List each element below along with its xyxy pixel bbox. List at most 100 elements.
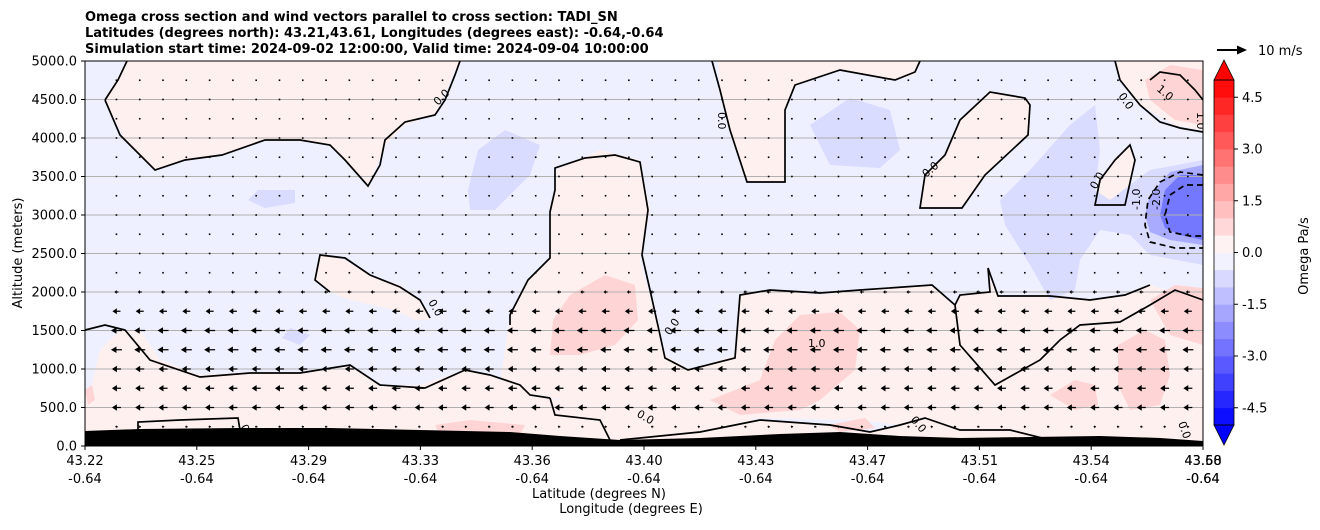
wind-vector	[1187, 79, 1189, 82]
wind-vector	[814, 271, 816, 274]
wind-vector	[138, 214, 141, 216]
wind-vector	[232, 98, 234, 101]
wind-vector	[464, 425, 468, 429]
wind-vector	[973, 365, 983, 373]
wind-vector	[1183, 365, 1193, 373]
wind-vector	[325, 137, 327, 139]
wind-vector	[1093, 137, 1096, 139]
wind-vector	[651, 79, 653, 82]
wind-vector	[511, 137, 514, 139]
wind-vector	[576, 327, 588, 334]
colorbar-level	[1214, 80, 1234, 98]
wind-vector	[232, 233, 234, 236]
blue-patch-right-strong	[1160, 175, 1203, 240]
wind-vector	[181, 365, 191, 373]
wind-vector	[1113, 385, 1123, 392]
wind-vector	[1000, 233, 1003, 236]
wind-vector	[860, 425, 864, 429]
wind-vector	[791, 156, 793, 159]
wind-vector	[884, 98, 886, 101]
wind-vector	[1093, 117, 1096, 120]
wind-vector	[1093, 252, 1096, 255]
wind-vector	[368, 365, 378, 373]
wind-vector	[1116, 425, 1120, 429]
y-tick-label: 4000.0	[32, 132, 78, 147]
wind-vector	[157, 327, 169, 334]
wind-vector	[739, 327, 751, 334]
wind-vector	[954, 252, 956, 255]
wind-vector	[646, 327, 658, 334]
wind-vector	[534, 137, 537, 139]
wind-vector	[157, 346, 169, 353]
positive-omega-regions	[85, 61, 1203, 446]
wind-vector	[767, 137, 770, 139]
wind-vector	[1046, 425, 1050, 429]
wind-vector	[1093, 194, 1096, 197]
wind-vector	[554, 385, 564, 392]
wind-vector	[907, 117, 910, 120]
wind-vector	[907, 214, 910, 216]
wind-vector	[278, 117, 281, 120]
wind-vector	[623, 327, 635, 334]
wind-vector	[301, 117, 304, 120]
wind-vector	[158, 385, 168, 392]
wind-vector	[251, 404, 261, 411]
wind-vector	[441, 117, 444, 120]
chart-title-line-2: Latitudes (degrees north): 43.21,43.61, …	[85, 26, 664, 41]
wind-vector	[1000, 252, 1003, 255]
wind-vector	[954, 233, 956, 236]
wind-vector	[348, 194, 351, 197]
wind-vector	[301, 156, 304, 159]
wind-vector	[977, 214, 980, 216]
wind-vector	[977, 79, 980, 82]
wind-vector	[348, 98, 351, 101]
wind-vector	[1187, 233, 1189, 236]
wind-vector	[115, 156, 118, 159]
wind-vector	[208, 194, 211, 197]
wind-vector	[1000, 98, 1003, 101]
wind-vector	[534, 175, 537, 178]
wind-vector	[488, 98, 490, 101]
wind-vector	[577, 385, 587, 392]
wind-vector	[884, 156, 886, 159]
x-tick-label-latitude: 43.36	[514, 454, 551, 469]
contour-negative-two	[1164, 184, 1203, 237]
wind-vector	[697, 175, 700, 178]
wind-vector	[347, 290, 352, 294]
wind-vector	[880, 385, 890, 392]
wind-vector	[954, 271, 956, 274]
x-tick-label-longitude: -0.64	[180, 472, 214, 487]
wind-vector	[930, 425, 933, 429]
wind-vector	[162, 79, 164, 82]
wind-vector	[814, 194, 816, 197]
wind-vector	[208, 252, 211, 255]
wind-vector	[1117, 137, 1119, 139]
wind-vector	[767, 194, 770, 197]
contour-label: -2.0	[1150, 189, 1163, 210]
zero-contour-wedge	[314, 254, 431, 319]
wind-vector	[694, 404, 704, 411]
wind-vector	[744, 156, 747, 159]
wind-vector	[1065, 346, 1077, 353]
wind-vector	[1000, 214, 1003, 216]
wind-vector	[301, 98, 304, 101]
blue-patch-small-left	[248, 190, 295, 208]
wind-vector	[343, 346, 355, 353]
wind-vector	[1047, 79, 1049, 82]
x-tick-label-longitude: -0.64	[68, 472, 102, 487]
wind-vector	[1183, 404, 1193, 411]
wind-vector	[438, 308, 447, 315]
wind-vector	[949, 327, 961, 334]
wind-vector	[488, 175, 490, 178]
zero-contour-upper-right	[919, 91, 1031, 209]
wind-vector	[232, 117, 234, 120]
wind-vector	[344, 365, 354, 373]
wind-vector	[180, 346, 192, 353]
wind-vector	[930, 252, 933, 255]
colorbar-level	[1214, 149, 1234, 167]
wind-vector	[651, 98, 653, 101]
wind-vector	[669, 346, 681, 353]
wind-vector	[954, 156, 956, 159]
wind-vector	[930, 98, 933, 101]
wind-vector	[581, 252, 584, 255]
